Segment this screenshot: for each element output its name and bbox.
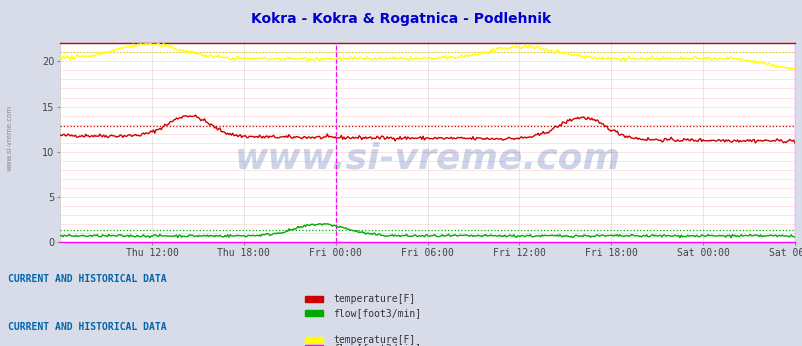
Text: temperature[F]: temperature[F] [333,294,415,304]
Text: flow[foot3/min]: flow[foot3/min] [333,308,421,318]
Text: temperature[F]: temperature[F] [333,335,415,345]
Text: CURRENT AND HISTORICAL DATA: CURRENT AND HISTORICAL DATA [8,274,167,283]
Text: CURRENT AND HISTORICAL DATA: CURRENT AND HISTORICAL DATA [8,322,167,332]
Text: flow[foot3/min]: flow[foot3/min] [333,343,421,346]
Text: Kokra - Kokra & Rogatnica - Podlehnik: Kokra - Kokra & Rogatnica - Podlehnik [251,12,551,26]
Text: www.si-vreme.com: www.si-vreme.com [234,142,620,176]
Text: www.si-vreme.com: www.si-vreme.com [6,105,12,172]
